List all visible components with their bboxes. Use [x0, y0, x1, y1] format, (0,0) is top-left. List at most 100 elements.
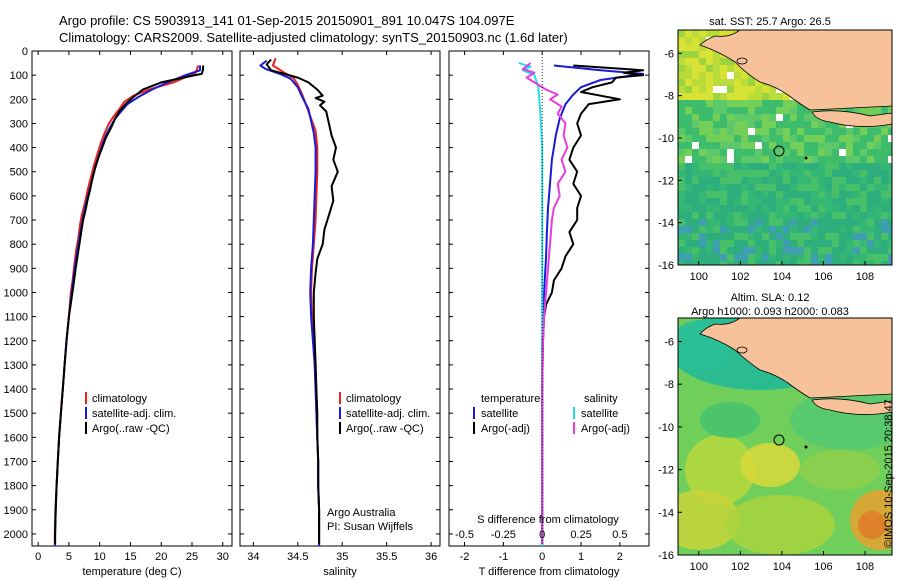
sst-cell: [685, 156, 692, 163]
sst-cell: [692, 135, 699, 142]
sst-cell: [811, 163, 818, 170]
sst-cell: [860, 247, 867, 254]
legend-salinity-title: salinity: [584, 393, 618, 405]
map-y-tick-label: -8: [664, 379, 674, 391]
salinity-x-tick-label: 36: [425, 551, 437, 563]
sst-cell: [741, 149, 748, 156]
sst-cell: [685, 86, 692, 93]
temperature-series: [53, 65, 205, 546]
sst-cell: [706, 100, 713, 107]
sst-cell: [734, 170, 741, 177]
sst-cell: [825, 233, 832, 240]
sst-cell: [685, 212, 692, 219]
legend-argo-label: Argo(..raw -QC): [346, 423, 424, 435]
sst-cell: [846, 163, 853, 170]
sst-cell: [797, 121, 804, 128]
sst-cell: [797, 205, 804, 212]
sst-cell: [741, 247, 748, 254]
header-line-2: Climatology: CARS2009. Satellite-adjuste…: [59, 30, 568, 45]
sst-cell: [776, 93, 783, 100]
salinity-diff-tick-label: 0: [539, 529, 545, 541]
sst-cell: [825, 191, 832, 198]
sst-cell: [741, 93, 748, 100]
sst-cell: [846, 254, 853, 261]
sst-cell: [888, 247, 892, 254]
sst-cell: [734, 205, 741, 212]
depth-tick-label: 1800: [4, 481, 28, 493]
sst-cell: [811, 240, 818, 247]
salinity-series-climatology: [271, 57, 321, 546]
sla-map-axes: 100 102 104 106 108 -6 -8 -10 -12 -14 -16: [658, 336, 874, 573]
sst-cell: [727, 86, 734, 93]
sst-cell: [769, 247, 776, 254]
sst-cell: [832, 219, 839, 226]
legend-temp-satellite-label: satellite: [481, 408, 518, 420]
sst-cell: [776, 226, 783, 233]
sst-cell: [874, 226, 881, 233]
header-line-1: Argo profile: CS 5903913_141 01-Sep-2015…: [59, 13, 515, 28]
sst-cell: [888, 219, 892, 226]
sst-cell: [818, 261, 825, 265]
legend-climatology-label: climatology: [346, 393, 402, 405]
sst-cell: [853, 233, 860, 240]
sst-cell: [804, 170, 811, 177]
sst-cell: [713, 135, 720, 142]
sst-cell: [713, 65, 720, 72]
sst-cell: [727, 30, 734, 37]
difference-series-salinity-argo-adj: [521, 62, 569, 544]
sst-cell: [699, 170, 706, 177]
sst-cell: [874, 247, 881, 254]
sst-cell: [853, 261, 860, 265]
sst-cell: [762, 121, 769, 128]
sst-cell: [888, 184, 892, 191]
map-x-tick-label: 106: [814, 271, 832, 283]
sst-cell: [853, 198, 860, 205]
sst-cell: [713, 142, 720, 149]
sst-cell: [741, 226, 748, 233]
sst-cell: [685, 219, 692, 226]
sst-cell: [678, 184, 685, 191]
sst-cell: [818, 121, 825, 128]
sst-cell: [727, 233, 734, 240]
sst-cell: [685, 30, 692, 37]
sst-cell: [783, 93, 790, 100]
map-y-tick-label: -6: [664, 48, 674, 60]
depth-tick-label: 2000: [4, 529, 28, 541]
sst-cell: [867, 107, 874, 114]
sst-cell: [776, 163, 783, 170]
sst-cell: [881, 128, 888, 135]
sst-cell: [741, 212, 748, 219]
sst-cell: [727, 114, 734, 121]
sst-cell: [797, 240, 804, 247]
sst-cell: [692, 198, 699, 205]
sst-cell: [762, 219, 769, 226]
sst-cell: [720, 30, 727, 37]
sst-cell: [776, 198, 783, 205]
depth-tick-label: 700: [10, 215, 28, 227]
sst-cell: [790, 212, 797, 219]
sst-cell: [769, 219, 776, 226]
sst-cell: [811, 135, 818, 142]
sst-cell: [692, 37, 699, 44]
sst-cell: [734, 219, 741, 226]
sst-cell: [692, 128, 699, 135]
sst-cell: [797, 247, 804, 254]
sst-cell: [699, 107, 706, 114]
sst-cell: [818, 107, 825, 114]
sst-cell: [692, 72, 699, 79]
sst-cell: [818, 191, 825, 198]
sst-cell: [685, 191, 692, 198]
sst-cell: [797, 170, 804, 177]
sst-cell: [839, 205, 846, 212]
sst-cell: [734, 163, 741, 170]
sst-cell: [678, 58, 685, 65]
sst-cell: [797, 212, 804, 219]
sst-cell: [706, 93, 713, 100]
map-x-tick-label: 100: [690, 271, 708, 283]
sst-cell: [762, 128, 769, 135]
sst-cell: [860, 184, 867, 191]
sst-cell: [741, 184, 748, 191]
sst-cell: [734, 142, 741, 149]
sst-cell: [748, 135, 755, 142]
sst-cell: [867, 163, 874, 170]
